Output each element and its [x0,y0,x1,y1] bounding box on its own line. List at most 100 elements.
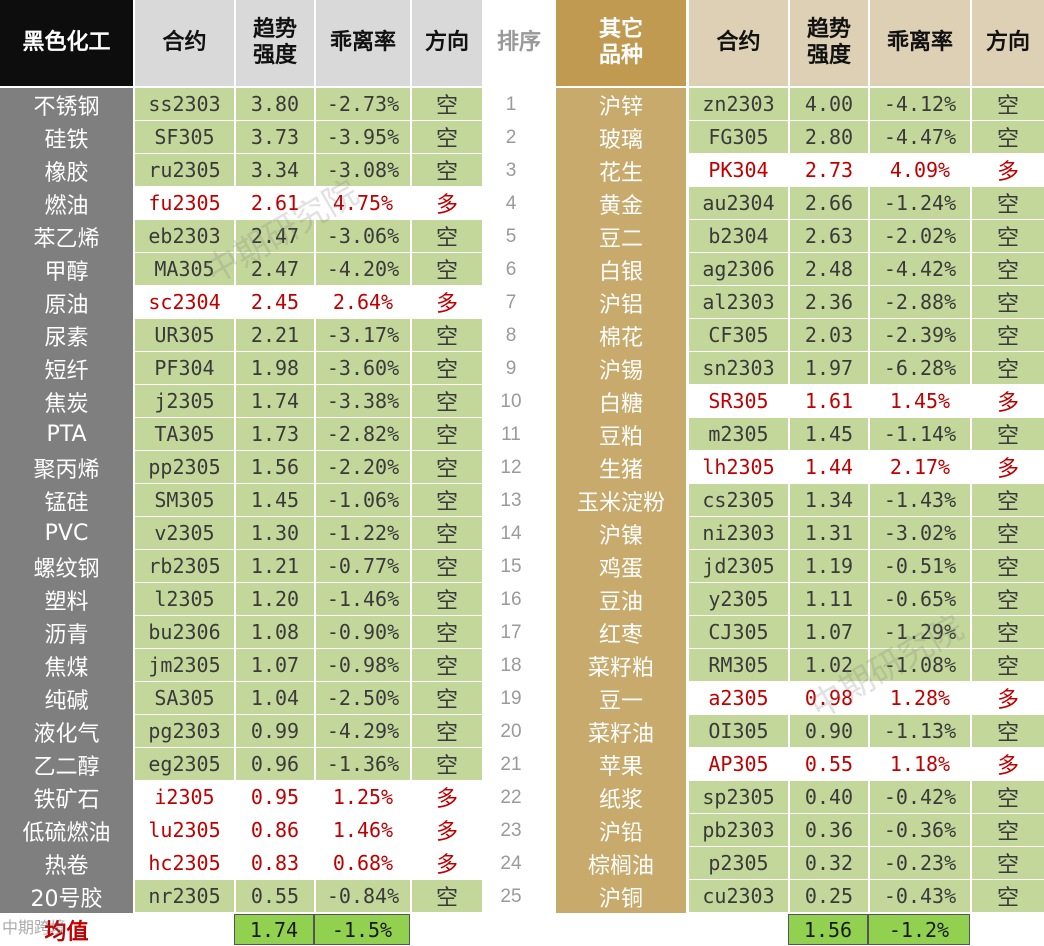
left-row-direction: 空 [412,649,482,681]
left-row-deviation: 0.68% [316,847,410,879]
right-row-direction: 空 [972,88,1044,120]
left-row-contract: SM305 [135,484,234,516]
right-row-trend: 0.90 [790,715,868,747]
right-row-deviation: -1.29% [870,616,970,648]
right-row-direction: 空 [972,880,1044,912]
left-row-name: 20号胶 [30,886,103,912]
right-header-name-line-2: 品种 [598,43,643,68]
left-row-name: 低硫燃油 [22,820,111,846]
left-row-name: PVC [44,521,89,546]
right-row-contract: ni2303 [689,517,788,549]
right-row-name: 玉米淀粉 [576,490,665,516]
left-name-column-bg [0,88,133,913]
left-row-contract: bu2306 [135,616,234,648]
left-row-direction: 空 [412,451,482,483]
right-row-direction: 多 [972,451,1044,483]
right-row-deviation: -0.65% [870,583,970,615]
left-row-direction: 空 [412,385,482,417]
rank-number: 24 [500,852,522,874]
left-row-trend: 1.56 [236,451,314,483]
right-row-deviation: -1.08% [870,649,970,681]
right-row-name: 棉花 [598,325,643,351]
left-row-name: 甲醇 [44,259,89,285]
footer-watermark: 中期跨境 [2,918,67,937]
rank-number: 10 [500,390,522,412]
rank-number: 3 [505,159,517,181]
right-row-name: 棕榈油 [587,853,654,879]
left-row-contract: rb2305 [135,550,234,582]
right-header-name-line-1: 其它 [598,17,643,42]
left-average-label: 均值 [0,914,133,945]
left-header-name: 黑色化工 [0,0,133,86]
right-row-trend: 1.61 [790,385,868,417]
left-row-contract: pp2305 [135,451,234,483]
left-header-direction: 方向 [412,0,482,86]
left-row-direction: 空 [412,583,482,615]
left-row-deviation: -1.22% [316,517,410,549]
left-row-contract: fu2305 [135,187,234,219]
left-row-name: 尿素 [44,325,89,351]
left-row-name: 聚丙烯 [33,457,100,483]
right-row-deviation: -0.51% [870,550,970,582]
right-row-name: 菜籽油 [587,721,654,747]
left-row-contract: SF305 [135,121,234,153]
right-row-direction: 空 [972,616,1044,648]
right-row-name: 豆二 [598,226,643,252]
right-row-contract: CJ305 [689,616,788,648]
left-row-trend: 1.30 [236,517,314,549]
right-row-direction: 多 [972,748,1044,780]
left-row-direction: 空 [412,418,482,450]
right-row-deviation: -4.47% [870,121,970,153]
right-row-name: 生猪 [598,457,643,483]
rank-number: 20 [500,720,522,742]
left-row-direction: 空 [412,517,482,549]
left-row-deviation: -3.60% [316,352,410,384]
rank-number: 18 [500,654,522,676]
right-row-name: 白银 [598,259,643,285]
right-row-deviation: -6.28% [870,352,970,384]
right-row-trend: 1.44 [790,451,868,483]
left-row-direction: 多 [412,286,482,318]
right-row-trend: 1.02 [790,649,868,681]
left-row-deviation: -2.20% [316,451,410,483]
right-row-trend: 1.19 [790,550,868,582]
right-row-deviation: 4.09% [870,154,970,186]
left-row-trend: 3.73 [236,121,314,153]
left-row-direction: 空 [412,154,482,186]
right-header-deviation: 乖离率 [870,0,970,86]
left-row-trend: 2.45 [236,286,314,318]
right-row-contract: PK304 [689,154,788,186]
left-row-name: 燃油 [44,193,89,219]
rank-number: 21 [500,753,522,775]
right-row-contract: al2303 [689,286,788,318]
left-row-deviation: 1.25% [316,781,410,813]
right-row-name: 豆一 [598,688,643,714]
left-row-direction: 空 [412,121,482,153]
left-row-contract: jm2305 [135,649,234,681]
left-average-trend: 1.74 [234,914,314,945]
left-row-contract: v2305 [135,517,234,549]
left-row-deviation: 1.46% [316,814,410,846]
left-row-trend: 3.34 [236,154,314,186]
rank-number: 8 [505,324,517,346]
right-row-name: 菜籽粕 [587,655,654,681]
right-row-direction: 空 [972,286,1044,318]
right-row-trend: 2.03 [790,319,868,351]
left-row-direction: 空 [412,319,482,351]
right-header-direction: 方向 [972,0,1044,86]
left-row-direction: 空 [412,220,482,252]
right-row-contract: lh2305 [689,451,788,483]
left-row-name: 原油 [44,292,89,318]
right-average-trend: 1.56 [788,914,868,945]
right-row-contract: CF305 [689,319,788,351]
rank-number: 6 [505,258,517,280]
right-row-direction: 空 [972,781,1044,813]
left-row-contract: nr2305 [135,880,234,912]
right-row-contract: cu2303 [689,880,788,912]
left-row-deviation: -2.82% [316,418,410,450]
right-row-contract: p2305 [689,847,788,879]
left-row-name: 乙二醇 [33,754,100,780]
right-row-name: 沪锡 [598,358,643,384]
right-row-direction: 空 [972,847,1044,879]
